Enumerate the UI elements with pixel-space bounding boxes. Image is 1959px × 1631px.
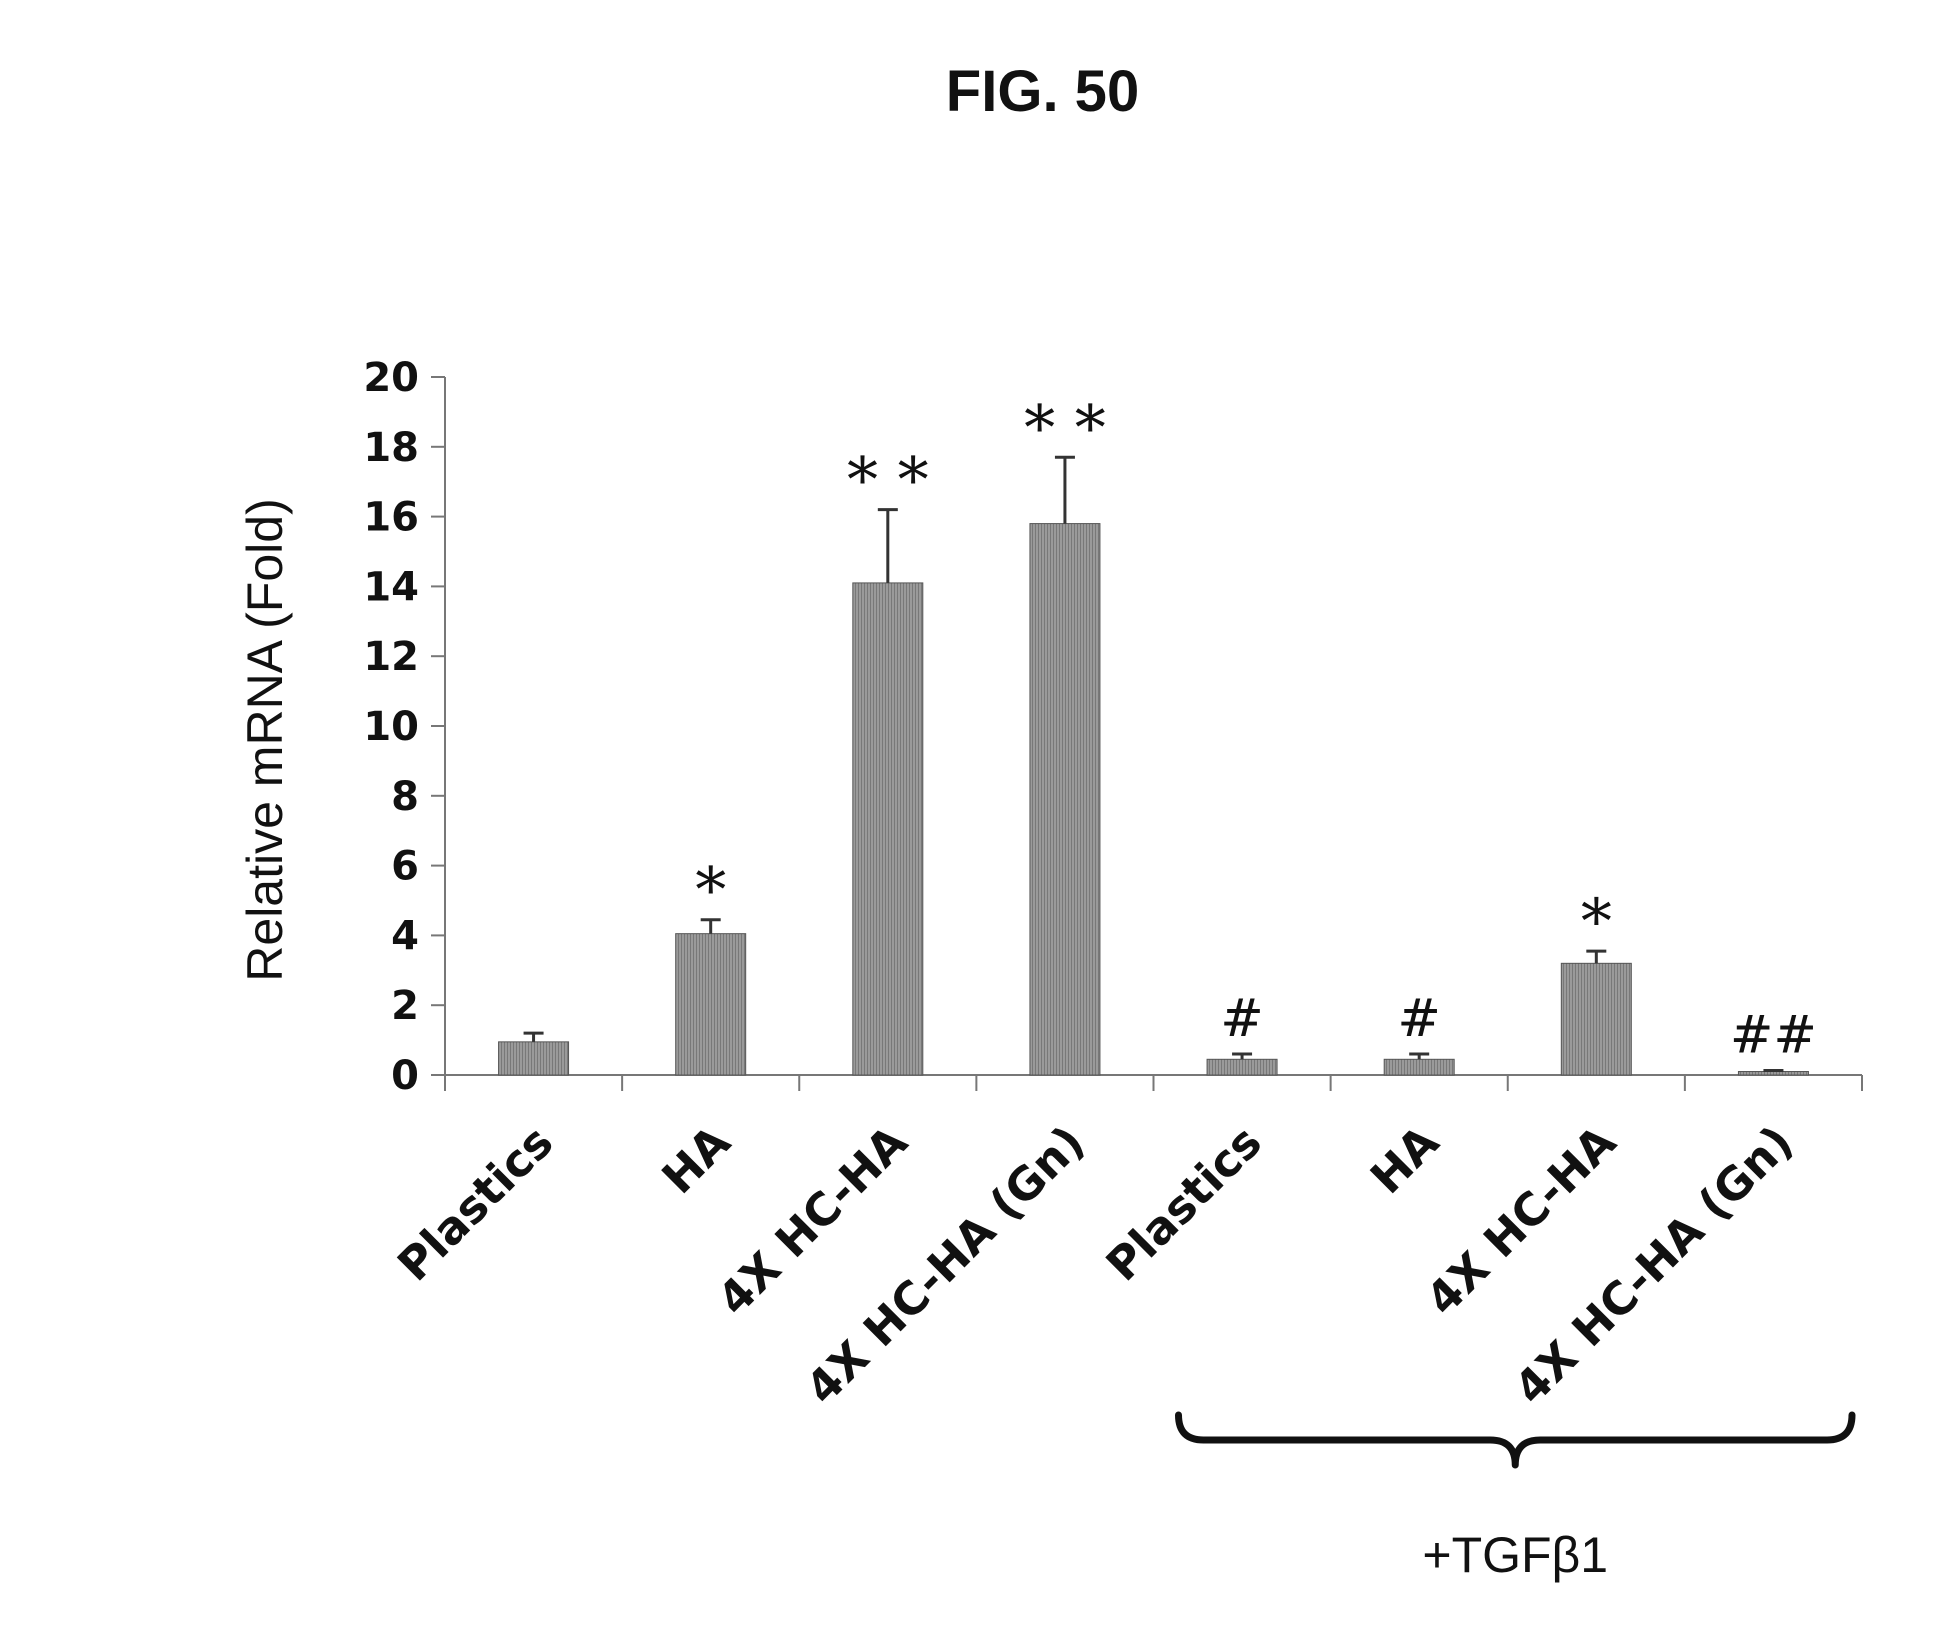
bar (676, 934, 746, 1075)
y-tick-label: 0 (391, 1053, 419, 1099)
y-axis: 0 2 4 6 8 10 12 14 16 18 20 (363, 355, 445, 1099)
category-label: HA (652, 1115, 741, 1204)
bar (499, 1042, 569, 1075)
category-label: HA (1360, 1115, 1449, 1204)
group-bracket: +TGFβ1 (1179, 1415, 1853, 1583)
significance-mark: * * (1024, 391, 1106, 464)
y-tick-label: 18 (363, 425, 419, 471)
category-label: Plastics (1096, 1115, 1272, 1291)
significance-mark: # (1220, 989, 1264, 1049)
bar (1738, 1072, 1808, 1075)
y-tick-label: 12 (363, 634, 419, 680)
y-tick-label: 6 (391, 844, 419, 890)
bar (1384, 1059, 1454, 1075)
group-label: +TGFβ1 (1422, 1527, 1608, 1583)
bars (499, 524, 1809, 1075)
y-tick-label: 16 (363, 495, 419, 541)
significance-mark: # (1397, 989, 1441, 1049)
y-tick-label: 8 (391, 774, 419, 820)
y-tick-label: 14 (363, 564, 419, 610)
y-axis-label: Relative mRNA (Fold) (237, 498, 293, 981)
category-labels: PlasticsHA4X HC-HA4X HC-HA (Gn)PlasticsH… (387, 1115, 1803, 1414)
bar (1561, 963, 1631, 1075)
significance-mark: * * (847, 444, 929, 517)
bar (1207, 1059, 1277, 1075)
significance-mark: ## (1730, 1005, 1817, 1065)
y-tick-label: 2 (391, 983, 419, 1029)
bar (1030, 524, 1100, 1075)
y-tick-label: 10 (363, 704, 419, 750)
y-tick-label: 4 (391, 913, 419, 959)
significance-mark: * (1581, 885, 1612, 958)
y-tick-label: 20 (363, 355, 419, 401)
bracket-path (1179, 1415, 1853, 1465)
category-label: Plastics (387, 1115, 563, 1291)
significance-mark: * (695, 854, 726, 927)
bar (853, 583, 923, 1075)
x-axis (445, 1075, 1862, 1091)
